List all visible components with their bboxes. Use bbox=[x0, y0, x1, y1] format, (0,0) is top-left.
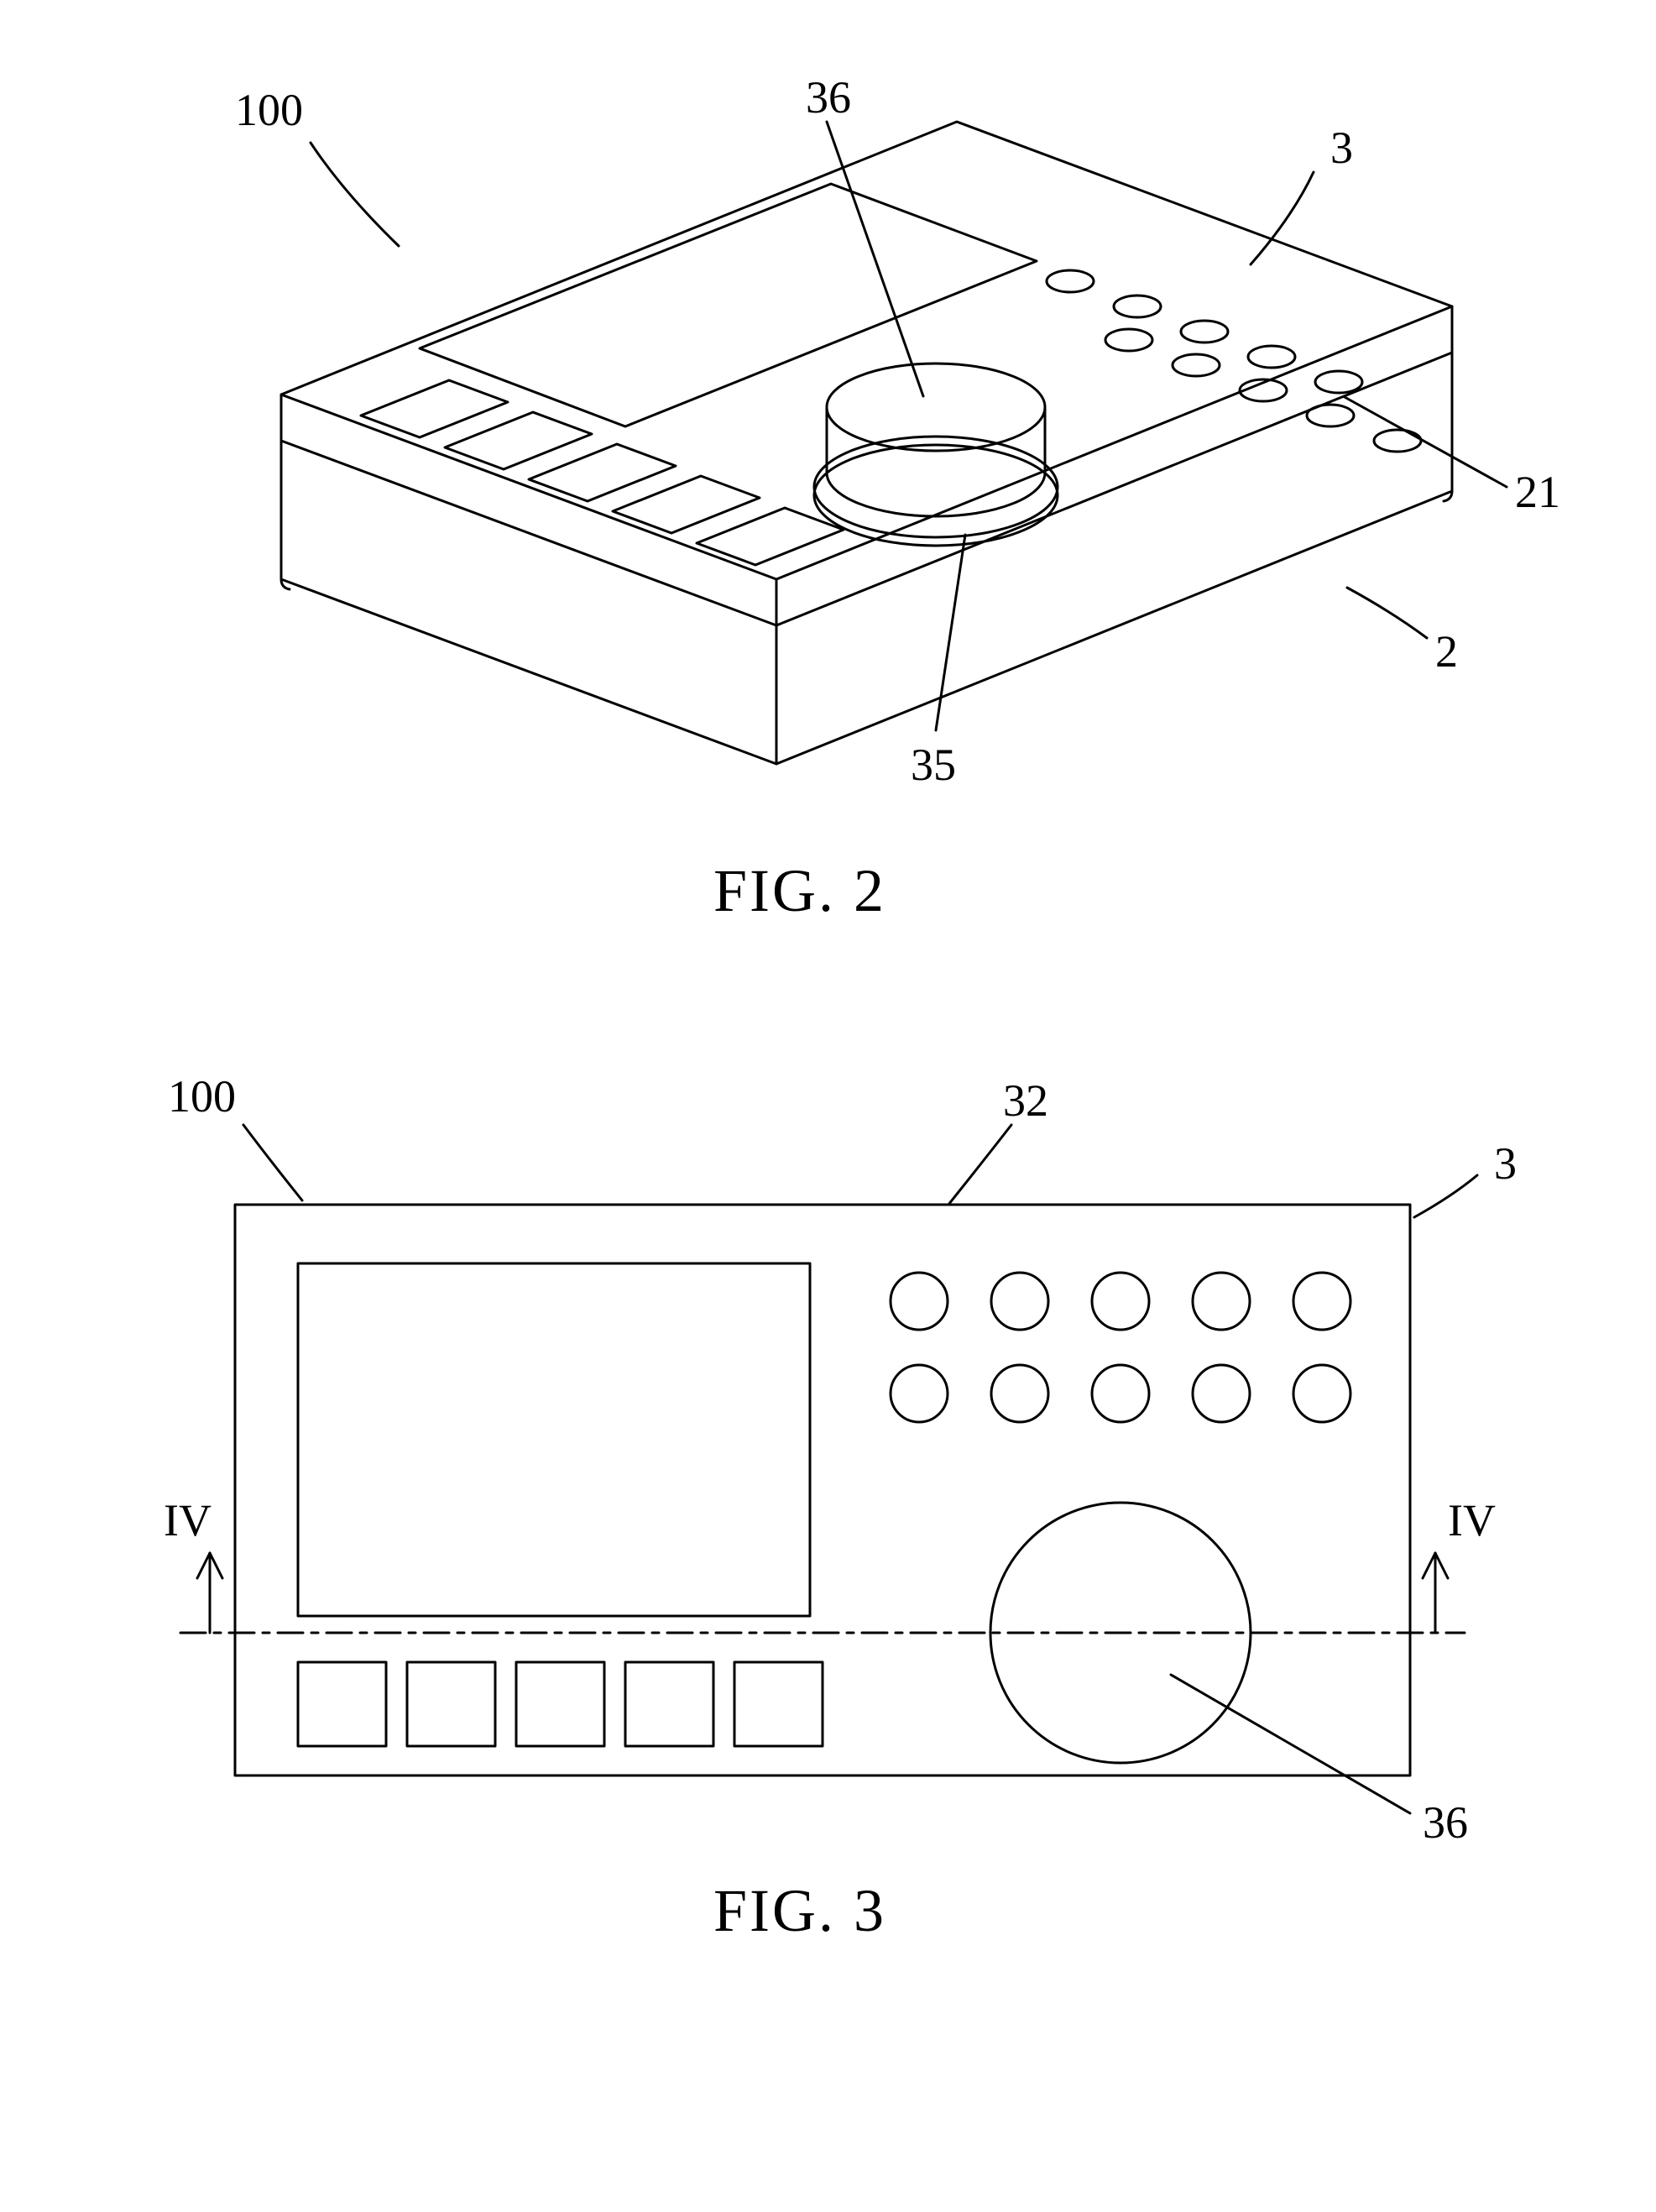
fig2-label-21: 21 bbox=[1515, 466, 1560, 518]
figure-3: 100 32 3 36 IV IV FIG. 3 bbox=[0, 1054, 1656, 1977]
fig3-label-100: 100 bbox=[168, 1070, 236, 1122]
fig2-label-35: 35 bbox=[911, 739, 956, 791]
fig3-drawing bbox=[0, 1054, 1656, 1977]
figure-2: 100 36 3 21 2 35 FIG. 2 bbox=[0, 0, 1656, 1007]
fig3-section-right: IV bbox=[1448, 1494, 1496, 1546]
fig2-label-36: 36 bbox=[806, 71, 851, 123]
fig2-label-2: 2 bbox=[1435, 625, 1458, 677]
fig3-label-3: 3 bbox=[1494, 1137, 1517, 1190]
fig3-section-left: IV bbox=[164, 1494, 212, 1546]
fig2-caption: FIG. 2 bbox=[713, 856, 886, 926]
fig3-caption: FIG. 3 bbox=[713, 1876, 886, 1946]
fig3-label-32: 32 bbox=[1003, 1075, 1048, 1127]
fig2-label-100: 100 bbox=[235, 84, 303, 136]
fig2-label-3: 3 bbox=[1330, 122, 1353, 174]
fig3-label-36: 36 bbox=[1423, 1796, 1468, 1849]
